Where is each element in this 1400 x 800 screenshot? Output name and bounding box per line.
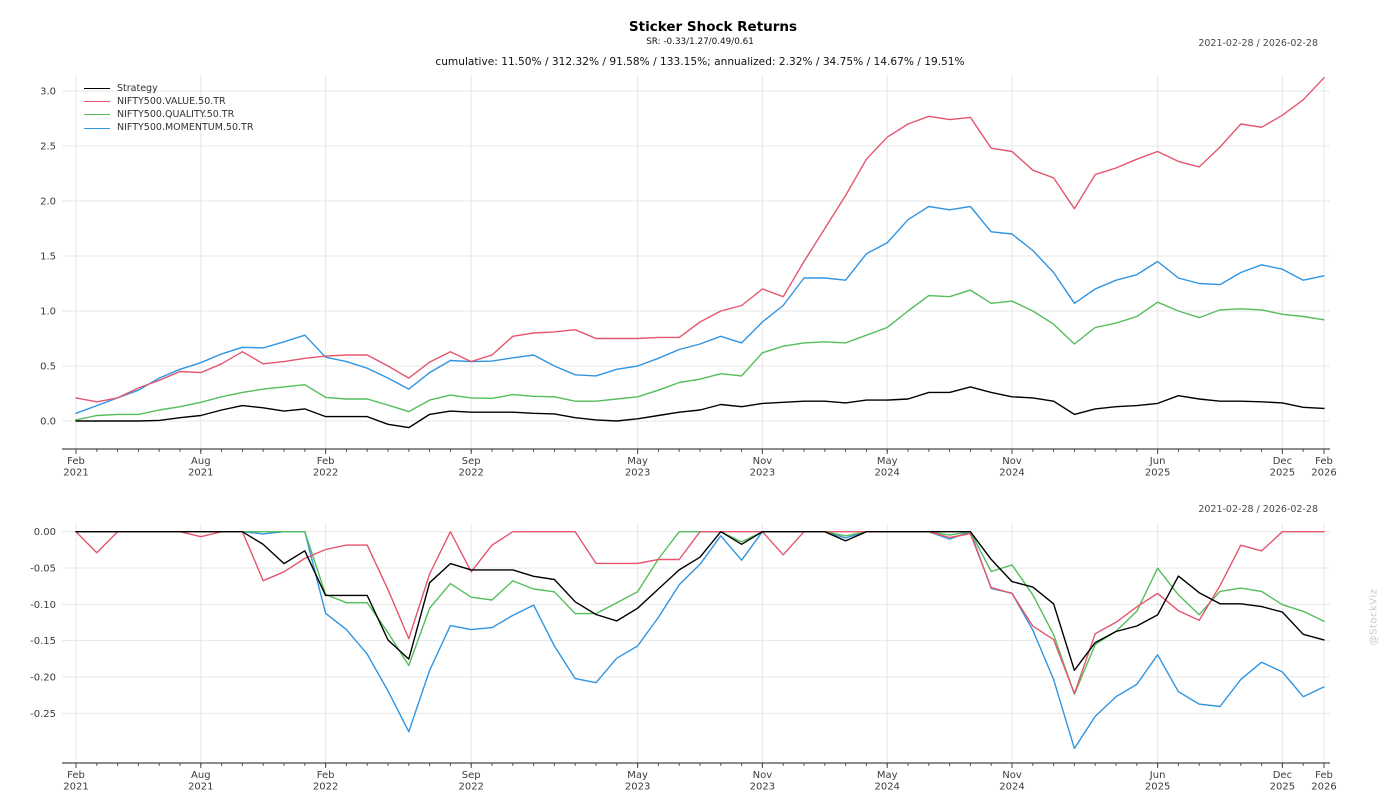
x-tick-year: 2022 bbox=[313, 782, 338, 793]
x-tick-year: 2021 bbox=[63, 468, 88, 479]
y-tick-label: 0.5 bbox=[40, 362, 56, 373]
x-tick-year: 2025 bbox=[1145, 782, 1170, 793]
date-range-bottom: 2021-02-28 / 2026-02-28 bbox=[1198, 504, 1318, 515]
y-tick-label: 1.0 bbox=[40, 307, 56, 318]
cumulative-returns-line-quality bbox=[75, 289, 1325, 421]
drawdowns-line-strategy bbox=[75, 531, 1325, 671]
legend: Strategy NIFTY500.VALUE.50.TR NIFTY500.Q… bbox=[84, 82, 253, 135]
y-tick-label: 0.0 bbox=[40, 417, 56, 428]
cumulative-returns-line-strategy bbox=[75, 386, 1325, 429]
x-tick-year: 2025 bbox=[1145, 468, 1170, 479]
x-tick-year: 2023 bbox=[750, 782, 775, 793]
legend-line-swatch-momentum bbox=[84, 127, 110, 129]
x-tick-year: 2025 bbox=[1270, 468, 1295, 479]
sharpe-ratio-subtitle: SR: -0.33/1.27/0.49/0.61 bbox=[646, 37, 754, 47]
y-tick-label: -0.25 bbox=[30, 709, 56, 720]
date-range-top: 2021-02-28 / 2026-02-28 bbox=[1198, 38, 1318, 49]
legend-item-strategy: Strategy bbox=[84, 82, 253, 95]
x-tick-year: 2021 bbox=[63, 782, 88, 793]
x-tick-month: Feb bbox=[317, 770, 335, 781]
y-tick-label: -0.05 bbox=[30, 564, 56, 575]
x-tick-year: 2023 bbox=[750, 468, 775, 479]
x-tick-month: Feb bbox=[1315, 456, 1333, 467]
y-tick-label: -0.20 bbox=[30, 672, 56, 683]
page-title: Sticker Shock Returns bbox=[628, 19, 798, 35]
drawdowns-panel: 0.00-0.05-0.10-0.15-0.20-0.25Feb2021Aug2… bbox=[30, 524, 1337, 793]
legend-item-value: NIFTY500.VALUE.50.TR bbox=[84, 95, 253, 108]
legend-label: NIFTY500.MOMENTUM.50.TR bbox=[117, 122, 254, 134]
x-tick-month: Nov bbox=[1002, 770, 1022, 781]
x-tick-year: 2024 bbox=[999, 782, 1024, 793]
cumulative-returns-line-momentum bbox=[75, 205, 1325, 414]
x-tick-month: Nov bbox=[753, 770, 773, 781]
x-tick-month: Feb bbox=[67, 770, 85, 781]
x-tick-year: 2025 bbox=[1270, 782, 1295, 793]
legend-line-swatch-strategy bbox=[84, 88, 110, 90]
drawdowns-line-value bbox=[75, 531, 1325, 695]
x-tick-year: 2023 bbox=[625, 468, 650, 479]
x-tick-month: May bbox=[877, 456, 898, 467]
x-tick-year: 2022 bbox=[458, 468, 483, 479]
x-tick-month: Aug bbox=[191, 456, 211, 467]
x-tick-month: Nov bbox=[1002, 456, 1022, 467]
y-tick-label: 1.5 bbox=[40, 252, 56, 263]
y-tick-label: -0.10 bbox=[30, 600, 56, 611]
stockviz-watermark: @StockViz bbox=[1368, 588, 1380, 646]
x-tick-month: Sep bbox=[462, 456, 481, 467]
y-tick-label: -0.15 bbox=[30, 636, 56, 647]
x-tick-month: May bbox=[627, 770, 648, 781]
x-tick-month: Feb bbox=[67, 456, 85, 467]
x-tick-month: May bbox=[627, 456, 648, 467]
x-tick-year: 2023 bbox=[625, 782, 650, 793]
cumulative-returns-line-value bbox=[75, 77, 1325, 403]
x-tick-year: 2026 bbox=[1311, 782, 1336, 793]
legend-label: NIFTY500.VALUE.50.TR bbox=[117, 96, 226, 108]
x-tick-month: Jun bbox=[1149, 770, 1166, 781]
x-tick-year: 2026 bbox=[1311, 468, 1336, 479]
legend-label: Strategy bbox=[117, 82, 158, 94]
legend-label: NIFTY500.QUALITY.50.TR bbox=[117, 109, 235, 121]
x-tick-month: Feb bbox=[1315, 770, 1333, 781]
x-tick-year: 2024 bbox=[999, 468, 1024, 479]
x-tick-year: 2024 bbox=[874, 782, 899, 793]
x-tick-month: Nov bbox=[753, 456, 773, 467]
y-tick-label: 0.00 bbox=[34, 527, 56, 538]
cumulative-annualized-stats: cumulative: 11.50% / 312.32% / 91.58% / … bbox=[435, 56, 965, 68]
x-tick-year: 2021 bbox=[188, 468, 213, 479]
legend-line-swatch-value bbox=[84, 101, 110, 103]
x-tick-month: Feb bbox=[317, 456, 335, 467]
x-tick-month: Dec bbox=[1273, 456, 1292, 467]
legend-item-quality: NIFTY500.QUALITY.50.TR bbox=[84, 108, 253, 121]
drawdowns-line-quality bbox=[75, 531, 1325, 695]
x-tick-month: Dec bbox=[1273, 770, 1292, 781]
x-tick-month: May bbox=[877, 770, 898, 781]
legend-line-swatch-quality bbox=[84, 114, 110, 116]
legend-item-momentum: NIFTY500.MOMENTUM.50.TR bbox=[84, 122, 253, 135]
x-tick-month: Sep bbox=[462, 770, 481, 781]
x-tick-year: 2022 bbox=[458, 782, 483, 793]
x-tick-month: Aug bbox=[191, 770, 211, 781]
x-tick-year: 2022 bbox=[313, 468, 338, 479]
x-tick-month: Jun bbox=[1149, 456, 1166, 467]
x-tick-year: 2021 bbox=[188, 782, 213, 793]
y-tick-label: 2.0 bbox=[40, 197, 56, 208]
drawdowns-line-momentum bbox=[75, 531, 1325, 750]
y-tick-label: 3.0 bbox=[40, 87, 56, 98]
x-tick-year: 2024 bbox=[874, 468, 899, 479]
y-tick-label: 2.5 bbox=[40, 142, 56, 153]
cumulative-returns-panel: 0.00.51.01.52.02.53.0Feb2021Aug2021Feb20… bbox=[40, 75, 1337, 479]
